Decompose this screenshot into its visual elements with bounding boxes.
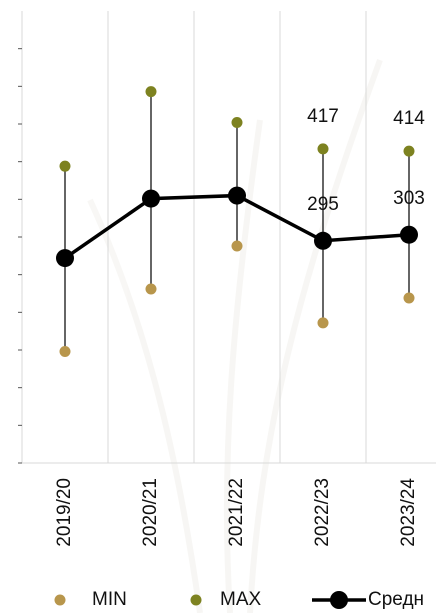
data-label: 303: [393, 188, 425, 209]
mean-point: [228, 186, 246, 205]
mean-point: [314, 231, 332, 250]
mean-point: [400, 225, 418, 244]
x-tick-label: 2020/21: [140, 478, 161, 547]
x-tick-label: 2021/22: [226, 478, 247, 547]
data-label: 417: [307, 106, 339, 127]
max-point: [403, 145, 415, 157]
legend-marker: [54, 594, 66, 606]
min-point: [145, 283, 157, 295]
min-point: [317, 317, 329, 329]
watermark: [87, 58, 383, 613]
min-point: [403, 292, 415, 304]
legend-label: MAX: [220, 589, 262, 610]
min-point: [231, 240, 243, 252]
max-point: [59, 160, 71, 172]
legend-label: Средн: [368, 589, 424, 610]
data-label: 295: [307, 194, 339, 215]
x-tick-label: 2023/24: [398, 478, 419, 547]
legend-marker: [190, 594, 202, 606]
max-point: [317, 143, 329, 155]
x-tick-label: 2019/20: [54, 478, 75, 547]
min-point: [59, 346, 71, 358]
data-label: 414: [393, 108, 425, 129]
legend-label: MIN: [92, 589, 127, 610]
max-point: [145, 86, 157, 98]
legend-marker: [330, 591, 348, 609]
max-point: [231, 116, 243, 128]
x-tick-label: 2022/23: [312, 478, 333, 547]
mean-point: [56, 249, 74, 268]
mean-point: [142, 189, 160, 208]
